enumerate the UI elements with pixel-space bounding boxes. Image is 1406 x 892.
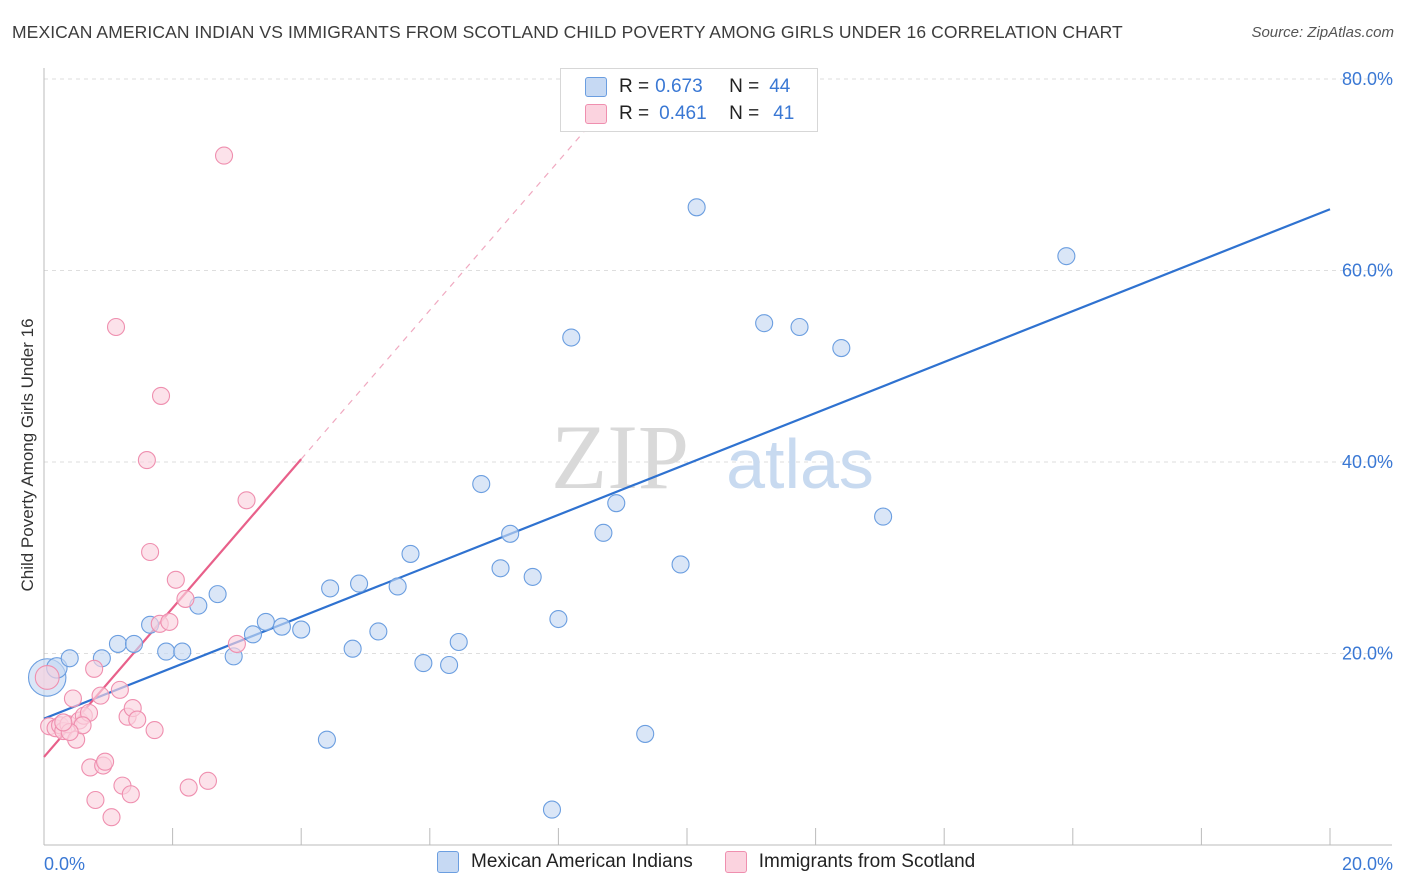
source-label: Source: ZipAtlas.com: [1251, 24, 1394, 41]
legend-swatch-pink: [585, 104, 607, 124]
data-point-scotland: [179, 778, 198, 797]
data-point-mexican: [790, 317, 809, 337]
data-point-mexican: [523, 567, 542, 586]
data-point-mexican: [542, 800, 562, 819]
x-tick-label: 20.0%: [1342, 854, 1393, 874]
data-point-mexican: [687, 198, 706, 217]
x-tick-label: 0.0%: [44, 854, 85, 874]
data-point-scotland: [86, 790, 105, 810]
data-point-mexican: [243, 625, 263, 644]
data-point-scotland: [54, 713, 73, 732]
data-point-scotland: [106, 317, 126, 337]
data-point-scotland: [96, 752, 115, 771]
legend-n-value: 41: [773, 103, 795, 124]
data-point-mexican: [636, 724, 655, 743]
data-point-mexican: [60, 649, 79, 668]
legend-r-label: R =: [619, 103, 650, 124]
series-name: Immigrants from Scotland: [758, 851, 976, 872]
legend-row-scotland: R = 0.461 N = 41: [585, 101, 794, 127]
series-swatch-blue: [437, 851, 459, 873]
data-point-scotland: [63, 689, 82, 708]
data-point-scotland: [214, 146, 234, 165]
series-legend: Mexican American Indians Immigrants from…: [437, 851, 1007, 873]
data-point-mexican: [272, 617, 291, 636]
data-point-mexican: [321, 579, 340, 598]
data-point-mexican: [414, 654, 433, 673]
data-point-scotland: [145, 721, 164, 740]
data-point-scotland: [176, 589, 195, 608]
data-point-scotland: [160, 612, 179, 631]
legend-row-mexican: R = 0.673 N = 44: [585, 74, 790, 100]
data-point-scotland: [227, 634, 246, 653]
data-point-mexican: [208, 585, 227, 604]
data-point-mexican: [472, 474, 491, 494]
data-point-scotland: [237, 491, 256, 510]
chart-title: MEXICAN AMERICAN INDIAN VS IMMIGRANTS FR…: [12, 22, 1123, 42]
legend-r-label: R =: [619, 76, 650, 97]
watermark: ZIP atlas: [551, 406, 874, 508]
data-point-mexican: [350, 574, 369, 593]
data-point-mexican: [124, 634, 144, 653]
legend-r-value: 0.673: [655, 76, 703, 97]
y-tick-label: 60.0%: [1342, 261, 1393, 281]
series-name: Mexican American Indians: [471, 851, 693, 872]
data-point-scotland: [166, 570, 185, 589]
data-point-scotland: [151, 386, 171, 405]
y-tick-label: 20.0%: [1342, 644, 1393, 664]
data-point-scotland: [85, 659, 104, 678]
legend-swatch-blue: [585, 77, 607, 97]
y-tick-label: 80.0%: [1342, 69, 1393, 89]
data-point-mexican: [491, 559, 510, 578]
data-point-mexican: [256, 612, 275, 631]
data-point-mexican: [369, 622, 388, 641]
data-point-scotland: [137, 451, 156, 470]
data-point-scotland: [198, 771, 218, 790]
data-point-mexican: [157, 642, 176, 661]
data-point-mexican: [1057, 247, 1076, 266]
data-point-scotland: [34, 664, 60, 690]
data-point-mexican: [671, 555, 690, 574]
data-point-mexican: [832, 339, 851, 358]
data-point-mexican: [440, 655, 459, 675]
series-legend-item-scotland: Immigrants from Scotland: [724, 851, 976, 873]
data-point-scotland: [102, 808, 121, 827]
data-point-mexican: [108, 634, 127, 653]
trend-line-extension: [300, 123, 592, 460]
data-point-mexican: [549, 609, 568, 629]
data-point-mexican: [317, 730, 336, 749]
data-point-mexican: [173, 642, 192, 661]
correlation-legend: R = 0.673 N = 44 R = 0.461 N = 41: [560, 68, 818, 132]
data-point-scotland: [128, 710, 147, 729]
watermark-atlas: atlas: [726, 425, 874, 503]
legend-n-label: N =: [729, 76, 760, 97]
data-point-mexican: [874, 507, 893, 526]
data-point-scotland: [110, 680, 129, 699]
data-point-scotland: [141, 542, 160, 562]
data-point-mexican: [449, 632, 468, 652]
data-point-mexican: [388, 577, 407, 596]
data-point-mexican: [401, 544, 420, 563]
data-point-mexican: [607, 494, 626, 513]
data-point-mexican: [755, 314, 774, 333]
data-point-mexican: [343, 639, 362, 658]
watermark-zip: ZIP: [551, 406, 689, 508]
y-tick-label: 40.0%: [1342, 452, 1393, 472]
legend-r-value: 0.461: [659, 103, 707, 124]
legend-n-value: 44: [769, 76, 791, 97]
series-swatch-pink: [724, 851, 747, 873]
legend-n-label: N =: [729, 103, 760, 124]
data-point-mexican: [594, 523, 613, 542]
data-point-scotland: [121, 785, 140, 804]
data-point-mexican: [501, 524, 520, 543]
data-point-scotland: [91, 686, 110, 705]
data-point-mexican: [562, 328, 581, 347]
data-point-mexican: [292, 620, 311, 639]
series-legend-item-mexican: Mexican American Indians: [437, 851, 693, 873]
